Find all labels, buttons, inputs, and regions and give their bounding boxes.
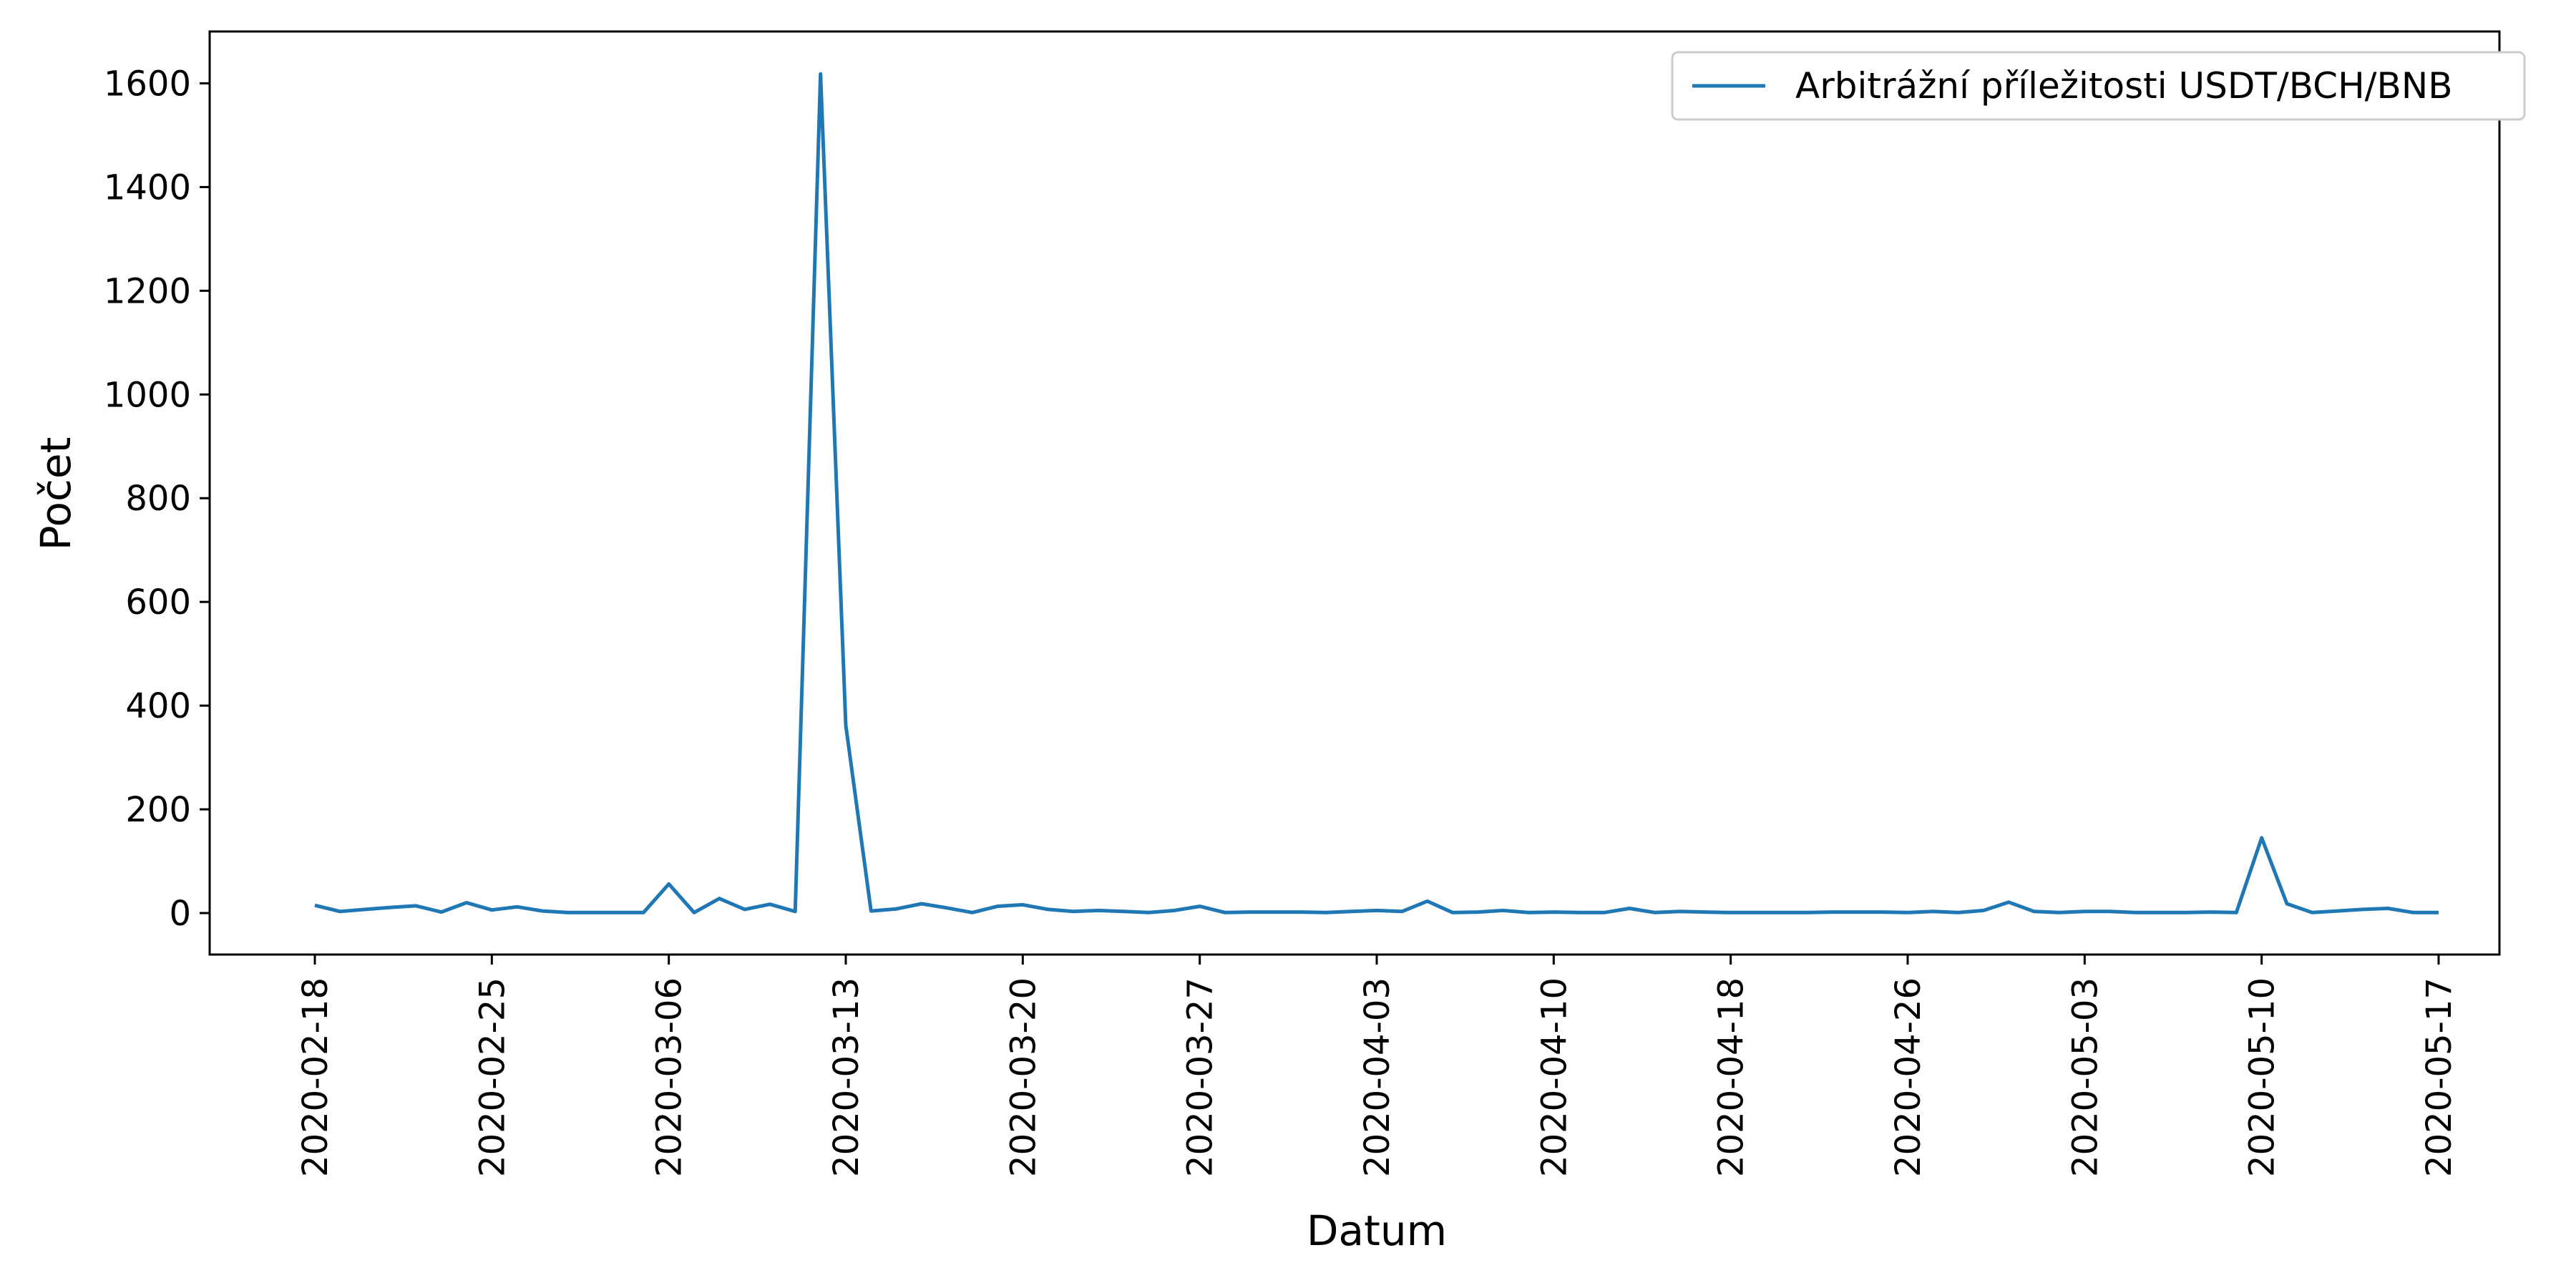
x-tick-label: 2020-04-03 (1357, 977, 1397, 1177)
x-tick-label: 2020-03-27 (1181, 977, 1221, 1177)
x-tick-label: 2020-05-17 (2419, 977, 2459, 1177)
x-tick-label: 2020-02-18 (296, 977, 336, 1177)
series-line-0 (314, 72, 2439, 914)
series-layer (314, 72, 2439, 914)
y-tick-label: 1200 (104, 271, 191, 311)
y-tick-label: 1600 (104, 64, 191, 104)
x-tick-label: 2020-04-10 (1534, 977, 1574, 1177)
x-tick-label: 2020-04-26 (1888, 977, 1928, 1177)
y-tick-label: 200 (125, 790, 191, 830)
plot-frame (208, 30, 2501, 956)
x-axis: 2020-02-18 2020-02-25 2020-03-06 2020-03-13… (296, 955, 2459, 1177)
x-tick-label: 2020-05-03 (2065, 977, 2105, 1177)
legend-entry-label: Arbitrážní příležitosti USDT/BCH/BNB (1795, 65, 2453, 107)
y-tick-label: 1000 (104, 375, 191, 415)
y-tick-label: 800 (125, 479, 191, 519)
y-axis-label: Počet (31, 437, 80, 551)
x-axis-label: Datum (1307, 1206, 1447, 1255)
x-tick-label: 2020-03-13 (826, 977, 867, 1177)
y-axis: 0 200 400 600 800 1000 1200 1400 1600 (104, 64, 210, 934)
x-tick-label: 2020-05-10 (2243, 977, 2283, 1177)
y-tick-label: 1400 (104, 167, 191, 208)
x-tick-label: 2020-03-20 (1003, 977, 1043, 1177)
y-tick-label: 0 (169, 894, 191, 934)
x-tick-label: 2020-04-18 (1712, 977, 1752, 1177)
y-tick-label: 600 (125, 582, 191, 623)
y-tick-label: 400 (125, 686, 191, 726)
legend: Arbitrážní příležitosti USDT/BCH/BNB (1671, 51, 2526, 121)
legend-box (1671, 51, 2526, 121)
x-tick-label: 2020-02-25 (472, 977, 512, 1177)
x-tick-label: 2020-03-06 (650, 977, 690, 1177)
